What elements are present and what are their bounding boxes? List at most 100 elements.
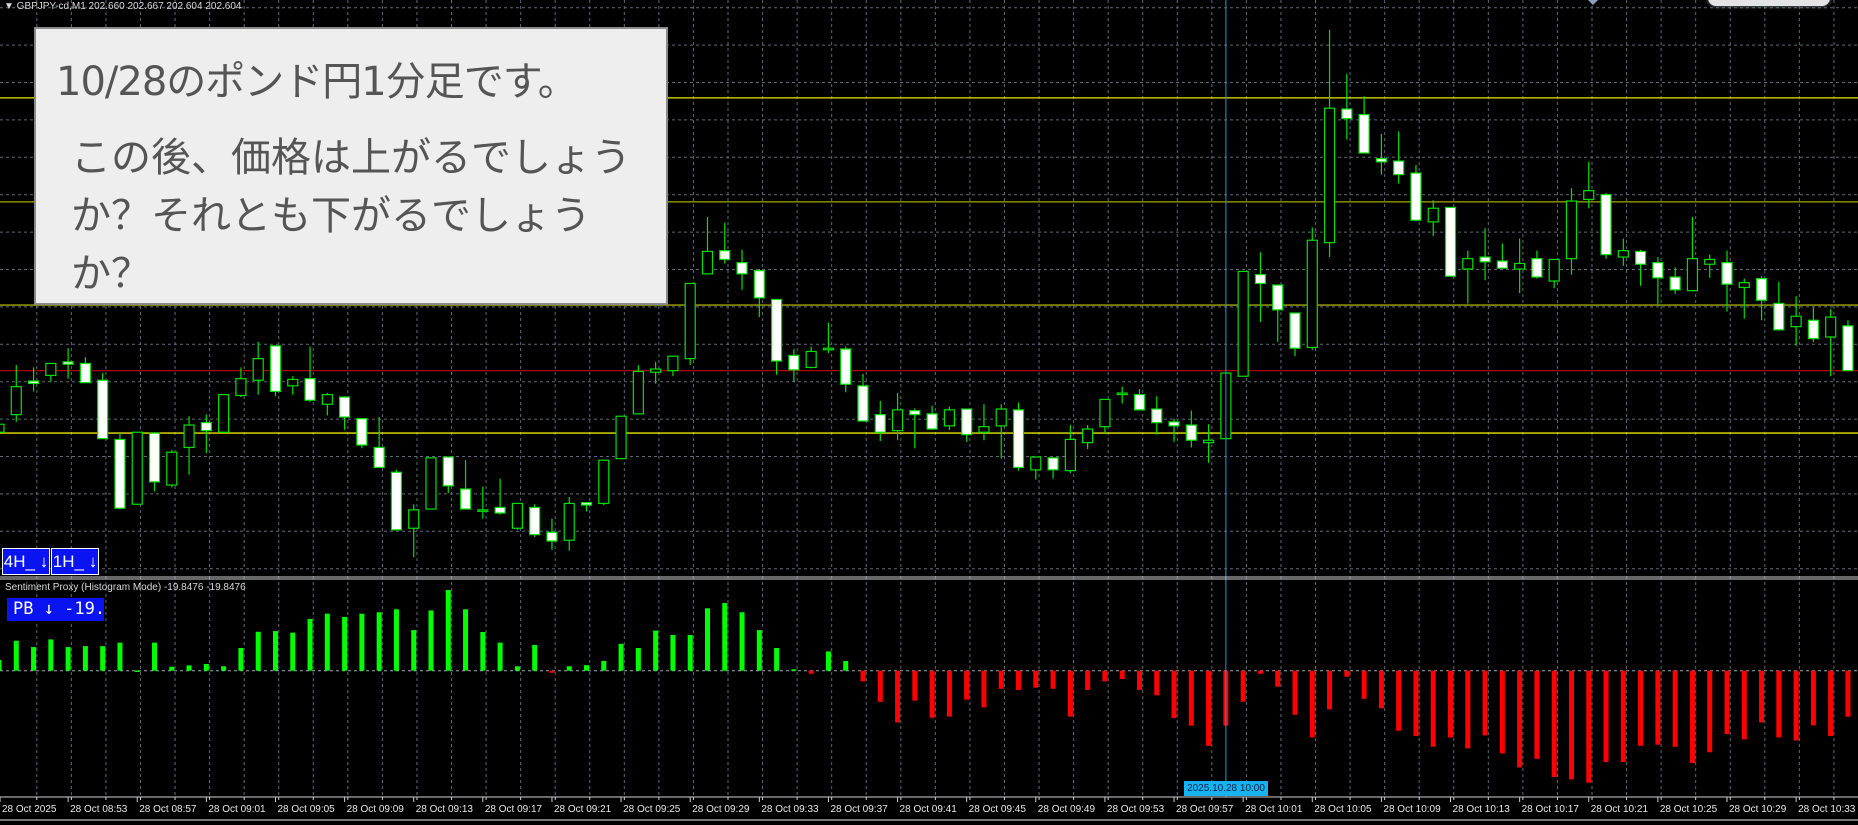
time-axis-label: 28 Oct 09:21 (554, 804, 612, 815)
candle (218, 394, 230, 433)
histogram-bar (203, 663, 209, 671)
histogram-bar (895, 670, 901, 723)
candle (995, 404, 1007, 459)
histogram-bar (31, 647, 37, 671)
candle (1375, 133, 1388, 175)
candle (1427, 200, 1439, 237)
candle-body-bull (650, 368, 662, 373)
candle-body-bull (1064, 438, 1076, 472)
candle (79, 357, 92, 384)
candle (667, 355, 679, 377)
histogram-bar (0, 660, 2, 671)
sentiment-histogram (0, 590, 1851, 783)
candle (805, 346, 817, 369)
histogram-bar (1810, 670, 1816, 726)
candle-body-bull (1116, 392, 1128, 396)
histogram-bar (82, 646, 88, 671)
candle-body-bear (580, 502, 593, 506)
candle (114, 433, 126, 509)
candle-body-bear (874, 414, 886, 433)
cursor-time-label: 2025.10.28 10:00 (1184, 781, 1268, 796)
candle (1444, 206, 1457, 277)
histogram-bar (670, 635, 676, 671)
histogram-bar (1845, 670, 1851, 717)
histogram-bar (843, 660, 849, 671)
candle-body-bull (252, 358, 264, 381)
time-axis-label: 28 Oct 10:17 (1522, 804, 1580, 815)
candle-body-bull (995, 408, 1007, 427)
candle (494, 478, 506, 515)
candle (1272, 284, 1284, 342)
histogram-bar (1102, 670, 1108, 682)
candle (148, 432, 161, 492)
histogram-bar (186, 665, 192, 671)
histogram-bar (739, 612, 745, 671)
badge-1h-trend[interactable]: 1H_ ↓ (51, 548, 99, 575)
histogram-bar (929, 670, 935, 718)
histogram-bar (238, 647, 244, 671)
candle-body-bull (684, 282, 696, 360)
candle (1738, 278, 1750, 319)
candle-body-bull (218, 394, 230, 433)
histogram-bar (1430, 670, 1436, 747)
histogram-bar (1154, 670, 1160, 696)
histogram-bar (152, 642, 158, 671)
histogram-bar (221, 666, 227, 671)
time-axis-label: 28 Oct 09:05 (277, 804, 335, 815)
candle (1064, 425, 1076, 474)
candle-body-bear (753, 270, 765, 299)
candle-body-bull (978, 426, 990, 433)
time-axis-label: 28 Oct 10:25 (1660, 804, 1718, 815)
candle-body-bull (1030, 456, 1042, 471)
histogram-bar (1741, 670, 1747, 740)
histogram-bar (13, 640, 19, 671)
candle-body-bear (304, 378, 316, 401)
candle-body-bull (477, 509, 489, 512)
histogram-bar (514, 666, 520, 671)
histogram-bar (1275, 670, 1281, 687)
histogram-bar (618, 643, 624, 671)
candle (1168, 418, 1180, 442)
candle (1496, 243, 1508, 269)
candle-body-bull (10, 386, 22, 416)
candle (408, 504, 420, 558)
histogram-bar (1050, 670, 1056, 689)
candle (701, 217, 714, 275)
histogram-bar (497, 642, 503, 671)
candle-body-bear (97, 379, 109, 440)
candle (1565, 188, 1578, 275)
histogram-bar (411, 630, 417, 671)
histogram-bar (134, 670, 140, 672)
candle-body-bear (1807, 319, 1820, 340)
histogram-bar (169, 666, 175, 671)
chart-shift-marker-icon[interactable] (1588, 0, 1598, 5)
candle-body-bull (131, 431, 143, 505)
histogram-bar (1292, 670, 1298, 715)
candle-body-bull (45, 362, 57, 377)
candle (857, 373, 869, 422)
candle (1721, 250, 1733, 312)
histogram-bar (825, 651, 831, 671)
histogram-bar (1361, 670, 1367, 699)
histogram-bar (290, 632, 296, 671)
candle-body-bull (1306, 239, 1318, 349)
histogram-bar (1257, 670, 1263, 674)
candle-body-bull (1514, 262, 1526, 270)
histogram-bar (774, 647, 780, 671)
histogram-bar (791, 669, 797, 671)
candle (269, 345, 282, 397)
badge-4h-trend[interactable]: 4H_ ↓ (2, 548, 50, 575)
candle-body-bull (511, 502, 524, 529)
candle-body-bear (1012, 409, 1025, 469)
candle (97, 373, 109, 440)
histogram-bar (1085, 670, 1091, 690)
candle-body-bear (1773, 302, 1785, 331)
time-axis-label: 28 Oct 09:49 (1038, 804, 1096, 815)
histogram-bar (272, 631, 278, 671)
histogram-bar (65, 647, 71, 671)
histogram-bar (48, 639, 54, 671)
candle-body-bear (459, 488, 472, 510)
histogram-bar (1776, 670, 1782, 738)
candle-body-bull (166, 451, 178, 486)
